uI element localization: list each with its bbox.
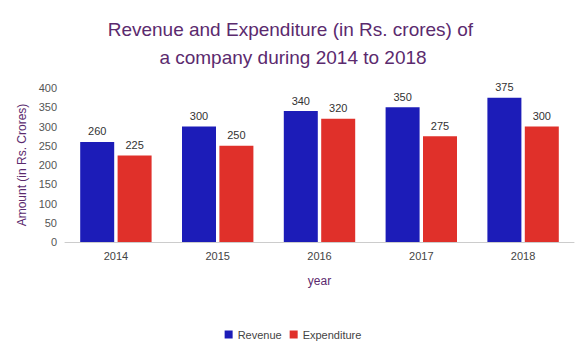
svg-text:2017: 2017 [409, 250, 433, 262]
svg-text:275: 275 [431, 120, 449, 132]
svg-text:350: 350 [393, 91, 411, 103]
svg-text:375: 375 [495, 81, 513, 93]
svg-text:300: 300 [39, 121, 57, 133]
svg-text:year: year [308, 274, 331, 288]
svg-text:300: 300 [190, 110, 208, 122]
svg-text:225: 225 [125, 139, 143, 151]
svg-text:400: 400 [39, 82, 57, 94]
svg-text:250: 250 [227, 129, 245, 141]
svg-text:340: 340 [292, 95, 310, 107]
svg-text:a company during 2014 to 2018: a company during 2014 to 2018 [159, 47, 426, 68]
svg-text:Amount (in Rs. Crores): Amount (in Rs. Crores) [15, 104, 29, 227]
svg-text:Revenue: Revenue [238, 329, 282, 341]
svg-text:Expenditure: Expenditure [303, 329, 362, 341]
svg-text:350: 350 [39, 101, 57, 113]
svg-text:300: 300 [533, 110, 551, 122]
svg-text:260: 260 [88, 125, 106, 137]
svg-text:2015: 2015 [205, 250, 229, 262]
svg-text:2018: 2018 [511, 250, 535, 262]
svg-text:2014: 2014 [104, 250, 128, 262]
svg-text:320: 320 [329, 102, 347, 114]
svg-text:100: 100 [39, 198, 57, 210]
svg-text:0: 0 [51, 236, 57, 248]
svg-text:Revenue and Expenditure (in Rs: Revenue and Expenditure (in Rs. crores) … [108, 19, 479, 40]
svg-text:2016: 2016 [307, 250, 331, 262]
svg-text:50: 50 [45, 217, 57, 229]
svg-text:250: 250 [39, 140, 57, 152]
svg-text:200: 200 [39, 159, 57, 171]
svg-text:150: 150 [39, 178, 57, 190]
